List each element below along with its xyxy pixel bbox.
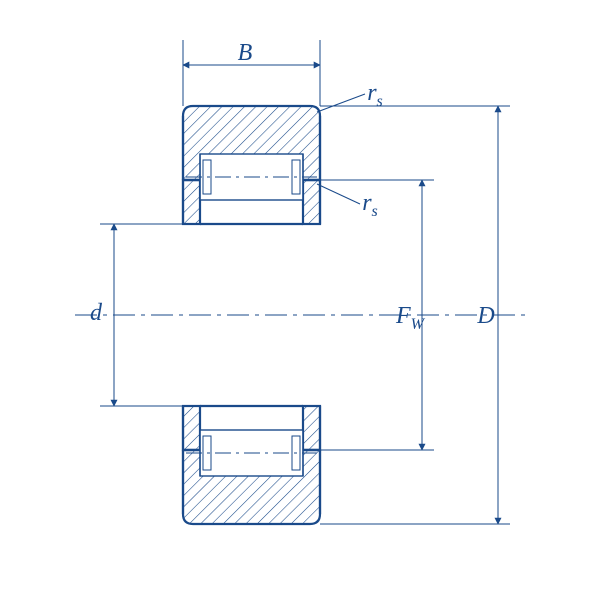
label-D: D [476,303,494,329]
bearing-diagram: Bd FW Drs rs [0,0,600,600]
label-Fw: FW [395,303,426,333]
label-B: B [238,40,253,66]
label-rs-lower: rs [362,190,378,220]
label-d: d [90,300,103,326]
label-rs-upper: rs [367,80,383,110]
